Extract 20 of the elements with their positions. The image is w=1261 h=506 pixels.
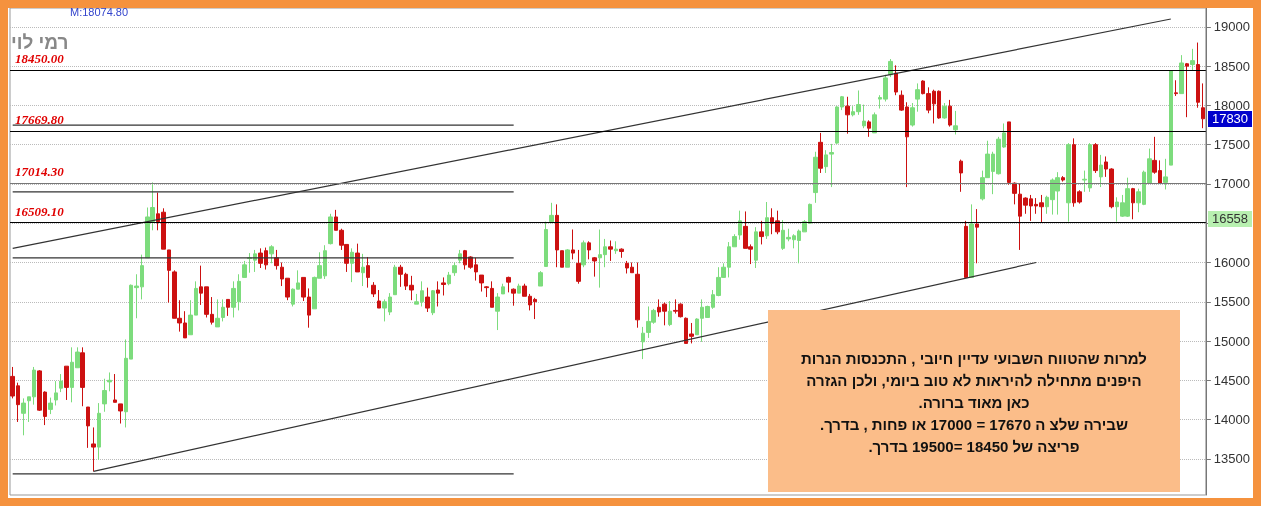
y-tick-label: 17000 — [1213, 176, 1251, 192]
y-tick-label: 16000 — [1213, 255, 1251, 270]
y-tick-label: 13500 — [1213, 451, 1251, 467]
annotation: 16558 — [1208, 210, 1252, 227]
annotation: 17830 — [1208, 110, 1252, 127]
y-tick-label: 15000 — [1213, 333, 1251, 349]
y-tick-label: 17500 — [1213, 137, 1251, 153]
y-tick-label: 14000 — [1213, 412, 1251, 428]
ref-line-label: 18450.00 — [15, 51, 65, 67]
y-tick-label: 14500 — [1213, 372, 1251, 388]
ref-line-label: 16509.10 — [15, 203, 65, 219]
ref-line-label: 17014.30 — [15, 163, 65, 179]
y-tick-label: 15500 — [1213, 294, 1251, 310]
y-tick-label: 19000 — [1213, 19, 1251, 35]
annotation: רמי לוי — [11, 32, 69, 54]
y-tick-label: 18000 — [1213, 97, 1251, 113]
annotation: M:18074.80 — [70, 6, 129, 18]
ref-line-label: 17669.80 — [15, 112, 65, 128]
note-panel: למרות שהטווח השבועי עדיין חיובי , התכנסות הנרות היפנים מתחילה להיראות לא טוב ביומי, ולכן הגזרה כאן מאוד ברורה. שבירה שלצ ה 17670 = 17000 או פחות , בדרך. פריצה של 18450 =19500 בדרך. — [768, 310, 1180, 492]
y-tick-label: 18500 — [1213, 58, 1251, 74]
